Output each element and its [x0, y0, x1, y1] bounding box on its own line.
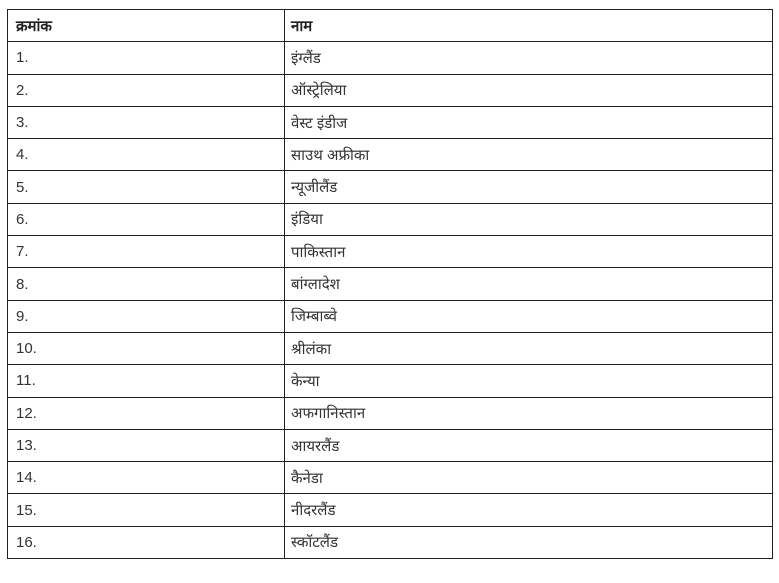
table-row: 3. वेस्ट इंडीज: [7, 105, 773, 140]
table-row: 16. स्कॉटलैंड: [7, 525, 773, 560]
countries-table: क्रमांक नाम 1. इंग्लैंड 2. ऑस्ट्रेलिया 3. वेस…: [7, 8, 773, 560]
serial-number-cell: 8.: [7, 267, 285, 301]
serial-number-cell: 10.: [7, 331, 285, 366]
serial-number-cell: 6.: [7, 202, 285, 237]
country-name-cell: जिम्बाब्वे: [284, 299, 773, 333]
table-row: 10. श्रीलंका: [7, 331, 773, 366]
serial-number-cell: 11.: [7, 364, 285, 398]
table-row: 7. पाकिस्तान: [7, 235, 773, 269]
country-name-cell: इंडिया: [284, 202, 773, 237]
table-row: 1. इंग्लैंड: [7, 41, 773, 75]
country-name-cell: अफगानिस्तान: [284, 396, 773, 430]
country-name-cell: केन्या: [284, 364, 773, 398]
table-row: 9. जिम्बाब्वे: [7, 299, 773, 333]
table-row: 14. कैनेडा: [7, 461, 773, 495]
country-name-cell: श्रीलंका: [284, 331, 773, 366]
table-row: 15. नीदरलैंड: [7, 493, 773, 527]
table-row: 2. ऑस्ट्रेलिया: [7, 73, 773, 107]
serial-number-cell: 2.: [7, 73, 285, 107]
serial-number-cell: 12.: [7, 396, 285, 430]
table-row: 4. साउथ अफ्रीका: [7, 138, 773, 172]
serial-number-cell: 9.: [7, 299, 285, 333]
country-name-cell: पाकिस्तान: [284, 235, 773, 269]
country-name-cell: इंग्लैंड: [284, 41, 773, 75]
serial-number-cell: 5.: [7, 170, 285, 204]
country-name-cell: वेस्ट इंडीज: [284, 105, 773, 140]
table-row: 12. अफगानिस्तान: [7, 396, 773, 430]
table-header-row: क्रमांक नाम: [7, 8, 773, 43]
serial-number-cell: 4.: [7, 138, 285, 172]
country-name-cell: कैनेडा: [284, 461, 773, 495]
serial-number-cell: 1.: [7, 41, 285, 75]
country-name-cell: स्कॉटलैंड: [284, 525, 773, 560]
serial-number-cell: 3.: [7, 105, 285, 140]
table-row: 11. केन्या: [7, 364, 773, 398]
table-row: 8. बांग्लादेश: [7, 267, 773, 301]
country-name-cell: ऑस्ट्रेलिया: [284, 73, 773, 107]
header-name: नाम: [284, 8, 773, 43]
serial-number-cell: 14.: [7, 461, 285, 495]
serial-number-cell: 7.: [7, 235, 285, 269]
country-name-cell: नीदरलैंड: [284, 493, 773, 527]
country-name-cell: साउथ अफ्रीका: [284, 138, 773, 172]
country-name-cell: आयरलैंड: [284, 428, 773, 463]
country-name-cell: न्यूजीलैंड: [284, 170, 773, 204]
serial-number-cell: 13.: [7, 428, 285, 463]
table-row: 13. आयरलैंड: [7, 428, 773, 463]
table-row: 5. न्यूजीलैंड: [7, 170, 773, 204]
country-name-cell: बांग्लादेश: [284, 267, 773, 301]
header-serial-number: क्रमांक: [7, 8, 285, 43]
serial-number-cell: 15.: [7, 493, 285, 527]
serial-number-cell: 16.: [7, 525, 285, 560]
table-row: 6. इंडिया: [7, 202, 773, 237]
